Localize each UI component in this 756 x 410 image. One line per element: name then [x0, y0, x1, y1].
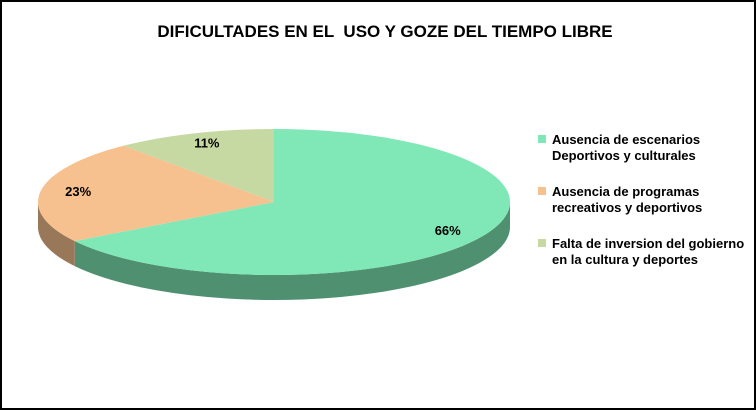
slice [37, 145, 274, 242]
legend-label: Falta de inversion del gobierno en la cu… [552, 236, 745, 267]
legend-label: Ausencia de escenarios Deportivos y cult… [552, 132, 701, 163]
legend-swatch [538, 135, 546, 143]
data-label: 11% [194, 136, 220, 151]
legend-item: Falta de inversion del gobierno en la cu… [538, 236, 748, 268]
data-label: 23% [65, 184, 91, 199]
slice [74, 129, 511, 276]
legend-swatch [538, 239, 546, 247]
chart-title: DIFICULTADES EN EL USO Y GOZE DEL TIEMPO… [157, 22, 613, 41]
legend-item: Ausencia de escenarios Deportivos y cult… [538, 132, 748, 164]
legend-item: Ausencia de programas recreativos y depo… [538, 184, 748, 216]
slice-side [38, 202, 75, 267]
slice [123, 129, 275, 202]
legend-swatch [538, 187, 546, 195]
legend-label: Ausencia de programas recreativos y depo… [552, 184, 703, 215]
slice-side [74, 202, 510, 300]
data-label: 66% [435, 223, 461, 238]
